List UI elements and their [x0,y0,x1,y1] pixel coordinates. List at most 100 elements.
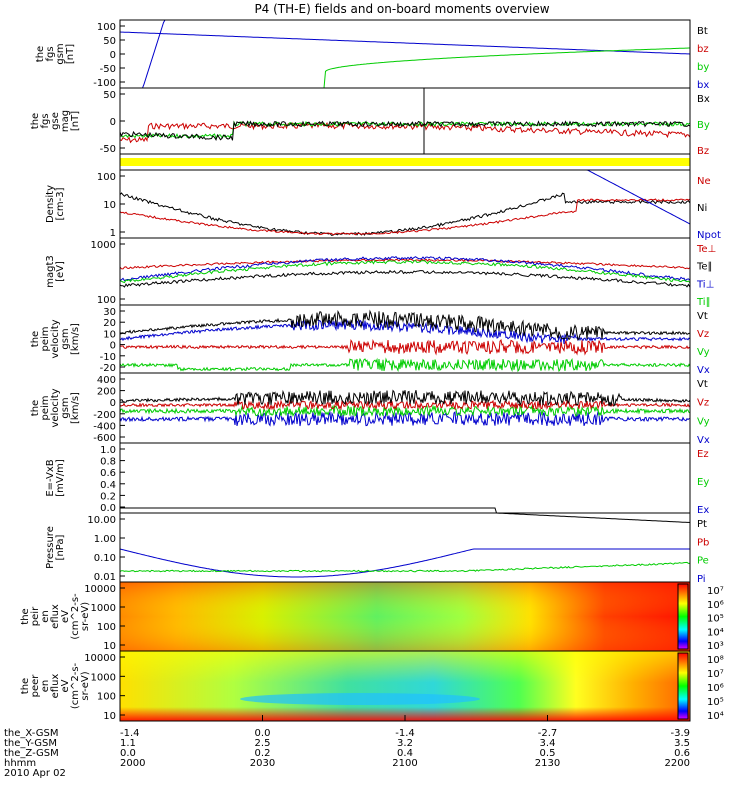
panel-electron_spectrogram: 10000 1000 100 10 the peer en eflux eV (cm^2-s-sr… [20,650,724,722]
y-axis-label: [cm-3] [55,187,66,220]
y-axis-label: en [40,680,51,693]
y-axis-label: eV [60,679,71,692]
y-tick-label: 50 [103,36,116,47]
panel-frame [119,19,691,89]
y-axis-label: gsm [60,328,71,349]
y-tick-label: 1.0 [100,445,116,456]
y-tick-label: -50 [100,144,116,155]
legend-entry: Vz [697,329,709,340]
y-tick-label: 100 [97,622,116,633]
series-npot-line [120,169,691,225]
series-vt-line [119,389,691,407]
y-tick-label: -50 [100,64,116,75]
y-axis-label: peim [40,326,51,351]
y-axis-label: (cm^2-s- [70,662,81,709]
x-axis-row-label: hhmm [4,758,36,769]
x-axis-value: 3.2 [397,738,413,749]
y-axis-label: the [20,678,31,694]
y-axis-label: Density [45,185,56,223]
x-axis-value: 2000 [120,758,145,769]
x-axis-row-label: the_Z-GSM [4,748,59,759]
legend-entry: Vx [697,365,710,376]
y-axis-label: [km/s] [70,392,81,424]
panel-e_field: 1.00.80.60.40.20.0 E=-VxB [mV/m] Ez Ey Ex [45,442,709,516]
colorbar-label: 10³ [707,641,724,652]
y-tick-label: 1000 [91,240,116,251]
x-axis-value: 0.0 [255,728,271,739]
x-axis-value: 2030 [250,758,275,769]
colorbar-label: 10⁷ [707,669,724,680]
y-axis-label: eV [60,610,71,623]
colorbar [677,583,689,650]
y-axis-label: fgs [40,113,51,128]
legend-entry: Ex [697,505,709,516]
colorbar-label: 10⁸ [707,655,724,666]
y-tick-label: 1000 [91,603,116,614]
y-tick-label: 100 [97,692,116,703]
y-tick-label: -10 [100,352,116,363]
legend-entry: Te⊥ [696,244,716,255]
y-tick-label: 10 [103,711,116,722]
legend-entry: Ti∥ [696,297,711,308]
y-axis-label: the [35,46,46,62]
y-axis-label: gsm [55,43,66,64]
legend-entry: Vz [697,398,709,409]
y-axis-label: [km/s] [70,323,81,355]
y-axis-label: [nT] [65,44,76,64]
y-tick-label: 50 [103,90,116,101]
legend-entry: Bz [697,146,709,157]
legend-entry: bz [697,44,709,55]
x-axis-value: 0.0 [120,748,136,759]
series-pi-line [119,548,690,578]
y-axis-label: the [30,113,41,129]
y-axis-label: E=-VxB [45,459,56,496]
legend-entry: by [697,62,709,73]
y-tick-label: 10.00 [87,515,116,526]
panel-pressure: 10.00 1.00 0.10 0.01 Pressure [nPa] Pt Pb Pe Pi [45,507,709,585]
y-tick-label: -600 [93,433,116,444]
y-tick-label: 0 [110,117,116,128]
y-axis-label: eflux [50,674,61,699]
legend-entry: Pb [697,537,709,548]
y-tick-label: 100 [97,295,116,306]
series-bz-line [119,121,691,144]
x-axis-value: -1.4 [120,728,140,739]
series-vy-line [119,404,691,418]
figure-title: P4 (TH-E) fields and on-board moments ov… [254,2,549,16]
y-tick-label: 10000 [84,584,116,595]
panel-ion_spectrogram: 10000 1000 100 10 the peir en eflux eV (cm^2-s-sr… [20,581,724,652]
y-axis-label: peim [40,395,51,420]
x-axis-value: 0.5 [540,748,556,759]
date-label: 2010 Apr 02 [4,768,66,779]
series-bx-line [119,31,691,55]
series-vz-line [119,338,691,356]
y-tick-label: -20 [100,363,116,374]
x-axis-value: -3.9 [670,728,690,739]
series-pt-line [120,507,691,523]
panel-mode_bar [119,153,691,171]
x-axis-value: 1.1 [120,738,136,749]
y-tick-label: -200 [93,410,116,421]
x-axis-value: -1.4 [395,728,415,739]
series-vt-line [119,309,691,341]
series-pe-line [119,561,690,573]
series-bx-line [120,19,690,89]
panel-density: 100 10 1 Density [cm-3] Ne Ni Npot [45,169,721,241]
legend-entry: Bx [697,94,710,105]
series-by-line [120,47,690,89]
series-vx-line [119,357,691,373]
y-axis-label: fgs [45,46,56,61]
y-axis-label: [mV/m] [55,459,66,497]
y-tick-label: 400 [97,375,116,386]
y-axis-label: the [20,608,31,624]
y-axis-label: eflux [50,604,61,629]
colorbar-label: 10⁷ [707,586,724,597]
legend-entry: Vy [697,347,710,358]
x-axis-value: 3.5 [674,738,690,749]
series-bx-line [119,120,691,141]
y-axis-label: gse [50,112,61,130]
colorbar [677,652,689,720]
